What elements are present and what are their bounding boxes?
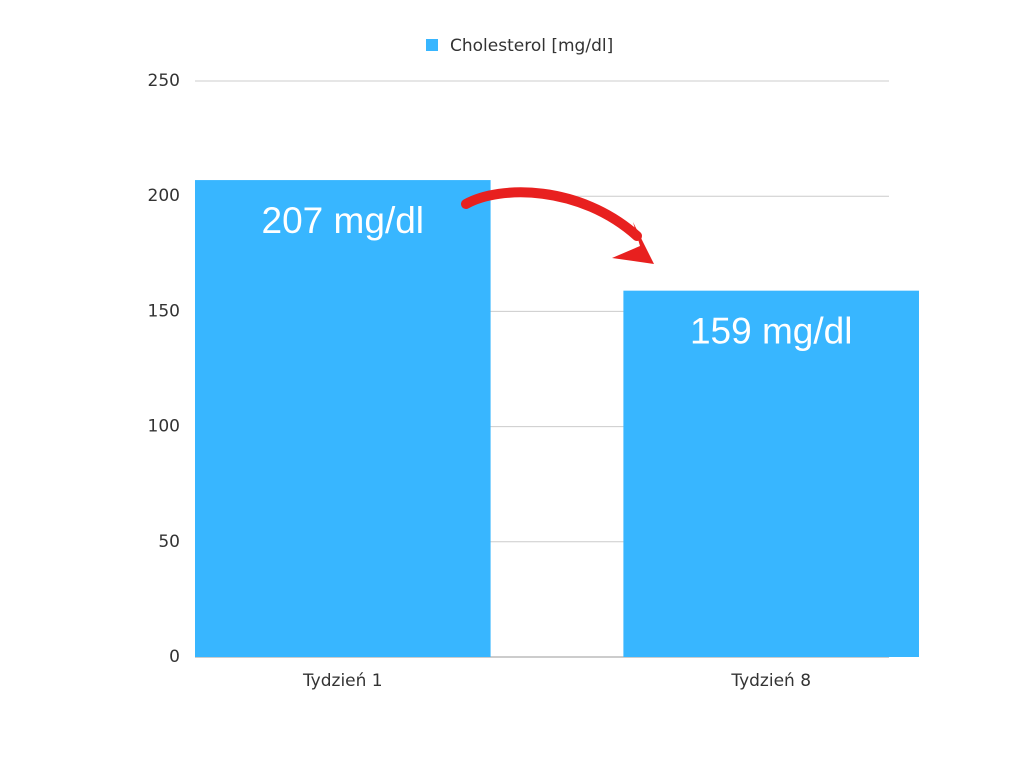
y-tick-label: 150	[148, 301, 180, 321]
y-tick-label: 50	[158, 532, 180, 552]
x-tick-label: Tydzień 8	[730, 671, 811, 691]
y-tick-label: 200	[148, 186, 180, 206]
bar	[623, 290, 919, 657]
legend-swatch	[426, 39, 438, 51]
y-tick-label: 0	[169, 647, 180, 667]
y-tick-label: 250	[148, 71, 180, 91]
legend-label: Cholesterol [mg/dl]	[450, 36, 613, 56]
bar	[195, 180, 491, 657]
y-tick-label: 100	[148, 417, 180, 437]
value-label: 207 mg/dl	[262, 200, 425, 241]
arrow	[461, 187, 654, 264]
value-label: 159 mg/dl	[690, 310, 853, 351]
x-tick-label: Tydzień 1	[302, 671, 383, 691]
